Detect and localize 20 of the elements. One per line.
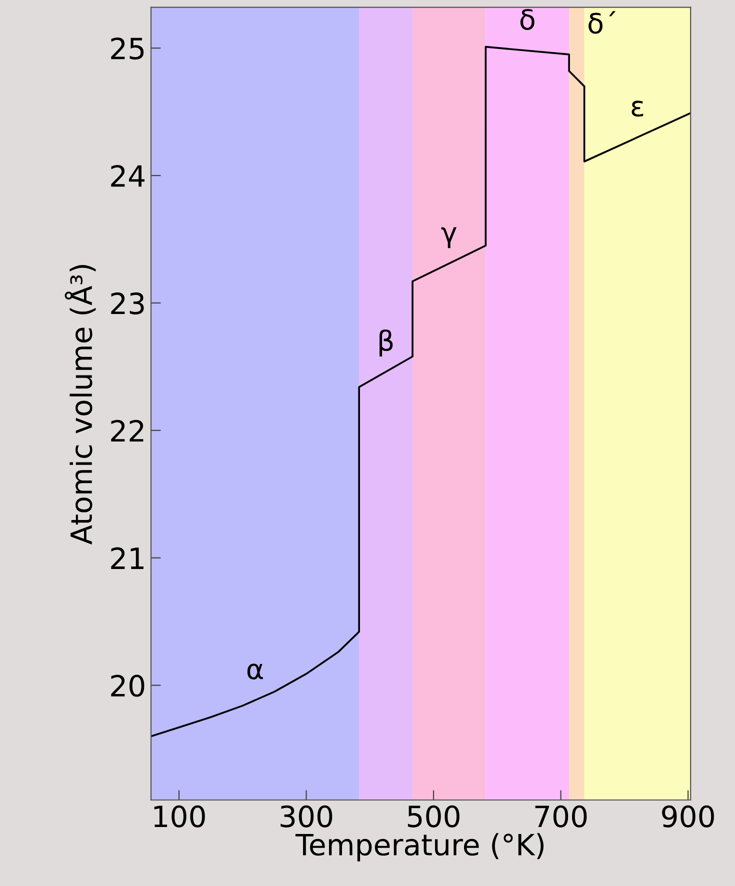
x-tick-label: 500: [408, 805, 460, 828]
annotation: δ: [520, 8, 534, 30]
y-tick-label: 24: [111, 164, 144, 187]
y-tick-label: 25: [111, 38, 144, 60]
annotation: ε: [632, 100, 644, 117]
y-tick-label: 23: [111, 292, 144, 314]
y-axis-title: Atomic volume (Å³): [64, 265, 96, 545]
y-tick-label: 22: [111, 420, 144, 442]
x-tick-label: 100: [154, 805, 205, 828]
y-tick-label: 20: [111, 674, 144, 697]
annotation: α: [247, 664, 263, 680]
x-tick-label: 300: [280, 805, 332, 828]
x-tick-label: 900: [662, 805, 714, 828]
annotation: δ´: [588, 11, 616, 34]
annotation: γ: [441, 227, 457, 248]
annotation: β: [380, 329, 393, 356]
y-tick-label: 21: [111, 547, 144, 569]
x-axis-title: Temperature (°K): [295, 833, 544, 862]
x-tick-label: 700: [535, 805, 587, 828]
line-series: [151, 46, 691, 738]
